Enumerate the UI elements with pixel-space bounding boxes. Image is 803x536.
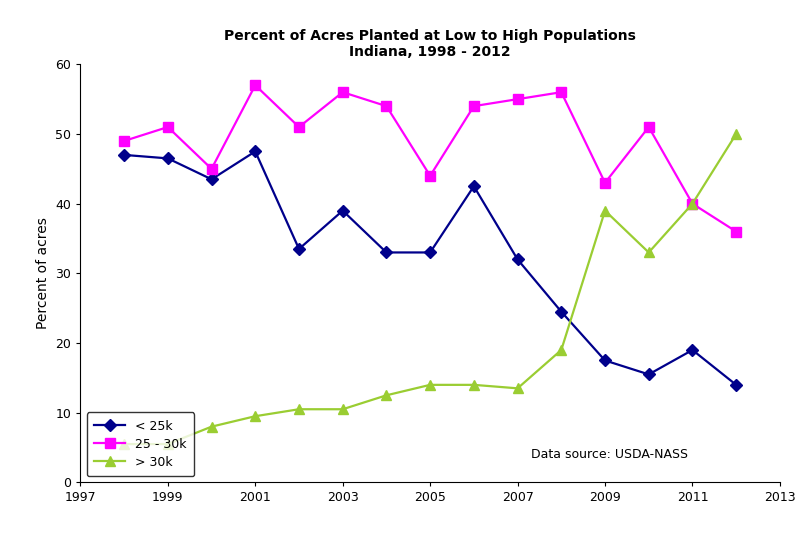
< 25k bbox=[206, 176, 216, 182]
Title: Percent of Acres Planted at Low to High Populations
Indiana, 1998 - 2012: Percent of Acres Planted at Low to High … bbox=[224, 29, 635, 59]
> 30k bbox=[119, 441, 128, 447]
25 - 30k bbox=[119, 138, 128, 144]
> 30k bbox=[250, 413, 259, 419]
< 25k bbox=[468, 183, 478, 190]
< 25k bbox=[163, 155, 173, 162]
Line: 25 - 30k: 25 - 30k bbox=[119, 80, 740, 236]
> 30k bbox=[206, 423, 216, 430]
25 - 30k bbox=[163, 124, 173, 130]
> 30k bbox=[512, 385, 522, 391]
< 25k bbox=[381, 249, 391, 256]
< 25k bbox=[512, 256, 522, 263]
25 - 30k bbox=[294, 124, 304, 130]
> 30k bbox=[599, 207, 609, 214]
> 30k bbox=[643, 249, 653, 256]
< 25k bbox=[294, 245, 304, 252]
> 30k bbox=[337, 406, 347, 413]
Y-axis label: Percent of acres: Percent of acres bbox=[36, 218, 50, 329]
25 - 30k bbox=[250, 82, 259, 88]
> 30k bbox=[731, 131, 740, 137]
25 - 30k bbox=[425, 173, 434, 179]
< 25k bbox=[556, 309, 565, 315]
< 25k bbox=[731, 382, 740, 388]
25 - 30k bbox=[556, 89, 565, 95]
> 30k bbox=[294, 406, 304, 413]
< 25k bbox=[119, 152, 128, 158]
25 - 30k bbox=[643, 124, 653, 130]
< 25k bbox=[250, 148, 259, 155]
> 30k bbox=[425, 382, 434, 388]
25 - 30k bbox=[687, 200, 696, 207]
25 - 30k bbox=[512, 96, 522, 102]
25 - 30k bbox=[599, 180, 609, 186]
25 - 30k bbox=[381, 103, 391, 109]
Text: Data source: USDA-NASS: Data source: USDA-NASS bbox=[530, 448, 687, 461]
> 30k bbox=[163, 441, 173, 447]
> 30k bbox=[556, 347, 565, 353]
< 25k bbox=[687, 347, 696, 353]
> 30k bbox=[687, 200, 696, 207]
< 25k bbox=[599, 358, 609, 364]
25 - 30k bbox=[731, 228, 740, 235]
Legend: < 25k, 25 - 30k, > 30k: < 25k, 25 - 30k, > 30k bbox=[87, 412, 194, 476]
< 25k bbox=[337, 207, 347, 214]
25 - 30k bbox=[337, 89, 347, 95]
25 - 30k bbox=[206, 166, 216, 172]
Line: < 25k: < 25k bbox=[120, 147, 740, 389]
< 25k bbox=[643, 371, 653, 377]
> 30k bbox=[468, 382, 478, 388]
> 30k bbox=[381, 392, 391, 399]
Line: > 30k: > 30k bbox=[119, 129, 740, 449]
25 - 30k bbox=[468, 103, 478, 109]
< 25k bbox=[425, 249, 434, 256]
